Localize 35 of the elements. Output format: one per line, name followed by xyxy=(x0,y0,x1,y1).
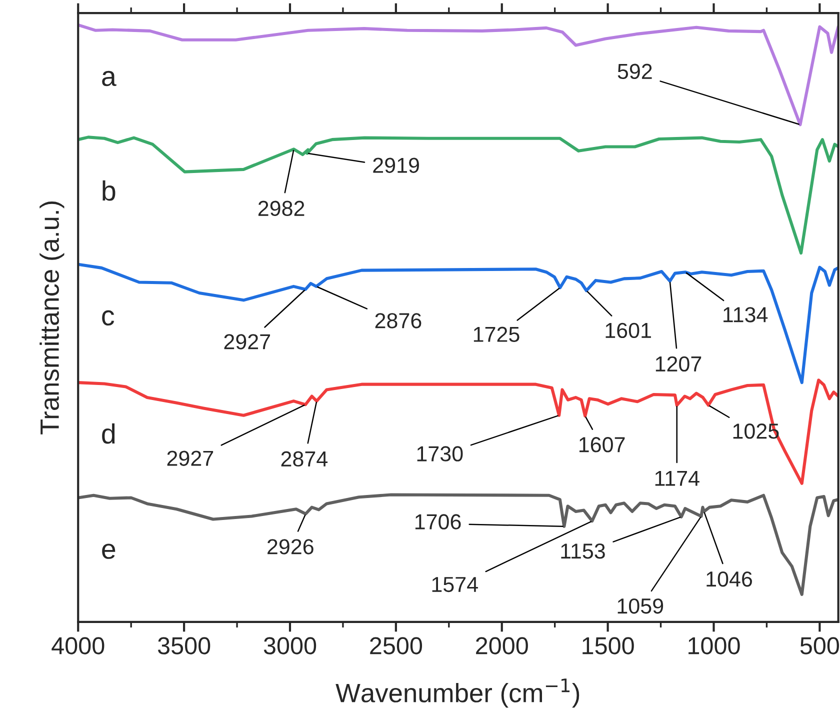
annotation: 1725 xyxy=(474,326,520,342)
x-tick-label: 1500 xyxy=(582,637,634,654)
annotation: 1174 xyxy=(655,470,700,486)
x-tick-label: 500 xyxy=(800,637,840,654)
annotation: 1574 xyxy=(432,577,478,592)
annotation: 1601 xyxy=(606,322,651,338)
x-tick-label: 2500 xyxy=(370,637,422,654)
x-tick-label: 3500 xyxy=(158,637,210,654)
x-tick-label: 1000 xyxy=(688,637,740,654)
annotation: 2926 xyxy=(268,539,314,554)
annotation: 1207 xyxy=(656,356,702,372)
annotation: 1046 xyxy=(706,571,752,587)
series-label: a xyxy=(102,70,116,86)
series-label: b xyxy=(102,180,116,201)
series-label: e xyxy=(102,544,116,559)
x-tick-label: 4000 xyxy=(52,637,104,654)
annotation: 2919 xyxy=(373,158,419,173)
annotation: 592 xyxy=(618,64,652,80)
x-axis-title: Wavenumber (cm$^{−1}$) xyxy=(336,678,580,708)
y-axis-title: Transmittance (a.u.) xyxy=(40,202,64,434)
annotation: 2982 xyxy=(258,200,304,216)
annotation: 2874 xyxy=(281,451,328,467)
annotation: 2927 xyxy=(167,450,214,466)
annotation: 1730 xyxy=(417,446,463,462)
x-tick-label: 2000 xyxy=(476,637,528,654)
annotation: 2927 xyxy=(224,334,270,350)
annotation: 1134 xyxy=(724,307,768,322)
annotation: 1059 xyxy=(618,598,664,614)
annotation: 2876 xyxy=(375,313,422,328)
annotation: 1706 xyxy=(415,514,461,530)
x-tick-label: 3000 xyxy=(264,637,316,654)
series-label: c xyxy=(102,310,114,326)
series-label: d xyxy=(102,423,115,444)
annotation: 1607 xyxy=(579,437,625,452)
annotation: 1153 xyxy=(561,544,605,559)
